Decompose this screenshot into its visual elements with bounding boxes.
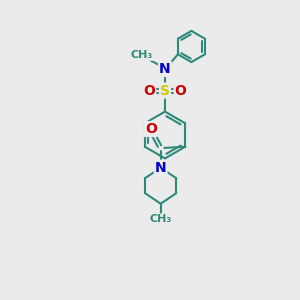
Text: CH₃: CH₃ [149,214,172,224]
Text: O: O [143,84,155,98]
Text: CH₃: CH₃ [131,50,153,60]
Text: N: N [159,62,171,76]
Text: O: O [175,84,187,98]
Text: S: S [160,84,170,98]
Text: N: N [155,161,167,175]
Text: O: O [145,122,157,136]
